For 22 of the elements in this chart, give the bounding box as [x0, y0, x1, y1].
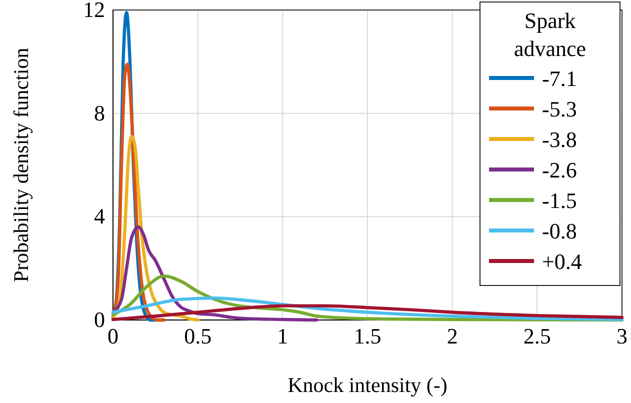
x-tick-label: 2 [446, 324, 458, 349]
x-axis-title: Knock intensity (-) [288, 373, 448, 397]
legend-label: +0.4 [542, 249, 582, 274]
x-tick-label: 1.5 [354, 324, 382, 349]
legend-label: -7.1 [542, 66, 577, 91]
legend-label: -1.5 [542, 188, 577, 213]
line-series [111, 225, 318, 322]
y-axis-title: Probability density function [9, 47, 33, 282]
x-tick-label: 1 [277, 324, 288, 349]
y-tick-label: 12 [83, 0, 105, 22]
legend-label: -2.6 [542, 158, 577, 182]
x-tick-label: 0.5 [184, 324, 212, 349]
y-tick-label: 0 [94, 307, 105, 332]
x-tick-label: 3 [616, 324, 628, 349]
line-series [111, 62, 166, 322]
x-tick-label: 2.5 [523, 324, 551, 349]
legend-title: Spark advance [514, 8, 586, 61]
y-tick-label: 8 [94, 100, 105, 126]
y-tick-label: 4 [94, 204, 105, 229]
legend-label: -3.8 [542, 127, 577, 152]
legend-label: -5.3 [542, 96, 577, 122]
legend-label: -0.8 [542, 218, 577, 244]
